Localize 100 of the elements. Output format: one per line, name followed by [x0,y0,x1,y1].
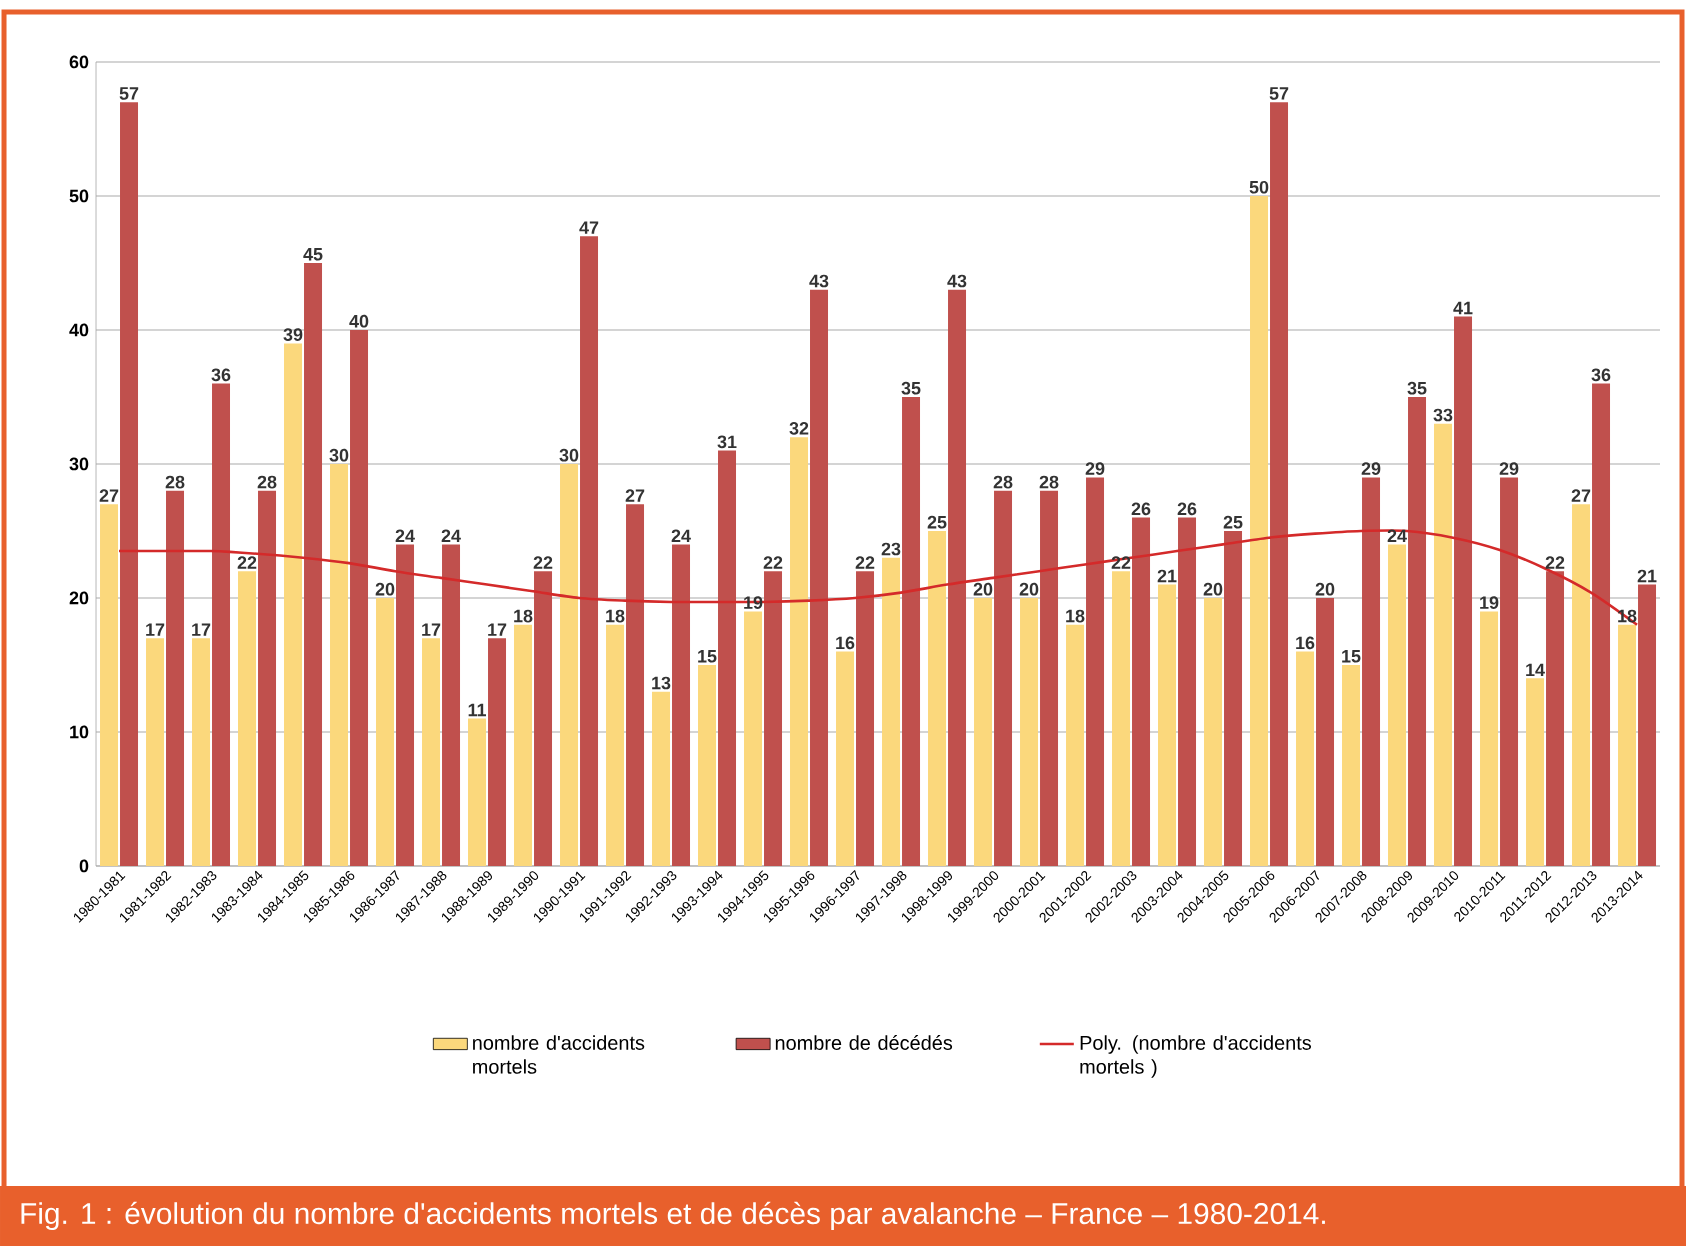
legend-label: Poly. (nombre d'accidents mortels ) [1080,1035,1312,1078]
legend-label: nombre de décédés [775,1035,953,1050]
bar [1572,504,1591,866]
bar [882,557,901,866]
data-label: 25 [927,515,947,529]
bar [626,504,645,866]
y-tick-label: 60 [69,55,89,69]
bar [396,544,415,866]
bar [580,236,599,866]
data-label: 57 [1269,87,1289,100]
line-series [117,529,1639,627]
data-label: 57 [119,87,139,100]
data-label: 16 [1296,636,1315,650]
data-label: 27 [625,489,645,502]
data-label: 15 [1342,650,1361,663]
bar [534,571,553,866]
bar [1020,597,1039,866]
bar [1224,530,1243,866]
bar [1158,584,1177,866]
data-label: 31 [717,435,737,449]
data-label: 24 [671,529,691,542]
bar [514,624,533,866]
bar [1546,571,1565,866]
bar [744,611,763,866]
bar [1204,597,1223,866]
bar [100,504,119,866]
bar [560,463,579,866]
data-label: 20 [1019,582,1039,596]
data-label: 17 [488,623,507,636]
data-label: 25 [1223,515,1243,529]
data-label: 13 [652,676,671,690]
data-label: 16 [836,636,855,650]
data-label: 26 [1131,502,1151,516]
data-label: 24 [1387,529,1407,542]
data-label: 22 [1545,556,1565,569]
data-label: 47 [579,221,599,234]
data-label: 27 [99,489,119,502]
bar [1270,102,1289,866]
bar [1066,624,1085,866]
data-label: 18 [1066,609,1085,623]
data-label: 28 [165,475,185,489]
bar [330,463,349,866]
bar [1618,624,1637,866]
bar [1480,611,1499,866]
data-label: 15 [698,650,717,663]
bar [1434,423,1453,866]
data-label: 22 [533,556,553,569]
data-label: 23 [881,542,901,556]
data-label: 41 [1453,301,1473,315]
data-label: 29 [1085,462,1105,475]
bar [284,343,303,866]
data-label: 45 [303,248,323,261]
data-label: 43 [809,274,829,288]
legend-label: nombre d'accidents mortels [473,1035,645,1074]
y-tick-label: 50 [69,189,89,203]
data-label: 20 [1315,582,1335,596]
bar [192,638,211,866]
data-label: 35 [901,381,921,395]
bar [1408,396,1427,866]
data-label: 40 [349,314,369,328]
bar [1362,477,1381,866]
bar [1178,517,1197,866]
bar [1526,678,1545,866]
text: Fig. 1 : évolution du nombre d'accidents mortels et de décès par avalanche – France – 1980-2014. [21,1201,1325,1231]
y-tick-label: 20 [69,591,89,605]
data-label: 20 [973,582,993,596]
bar [120,102,139,866]
bar [836,651,855,866]
bar [376,597,395,866]
data-label: 21 [1637,569,1657,583]
bar [1388,544,1407,866]
y-tick-label: 0 [79,859,89,873]
bar [948,289,967,866]
bar [350,329,369,866]
bar [1316,597,1335,866]
bar [1500,477,1519,866]
bar [488,638,507,866]
bar [856,571,875,866]
bar [1638,584,1657,866]
y-tick-label: 40 [69,323,89,337]
data-label: 18 [514,609,533,623]
bar [672,544,691,866]
bar [790,437,809,866]
bar [606,624,625,866]
bar [1132,517,1151,866]
bar [1040,490,1059,866]
bar [1296,651,1315,866]
y-tick-label: 10 [70,725,89,739]
bar [718,450,737,866]
data-label: 19 [1480,596,1499,609]
bar [1086,477,1105,866]
data-label: 50 [1249,180,1269,194]
data-label: 14 [1526,663,1545,676]
bar [994,490,1013,866]
data-label: 33 [1433,408,1453,422]
data-label: 39 [283,328,303,341]
data-label: 24 [395,529,415,542]
data-label: 20 [375,582,395,596]
data-label: 17 [192,623,211,636]
bar [468,718,487,866]
